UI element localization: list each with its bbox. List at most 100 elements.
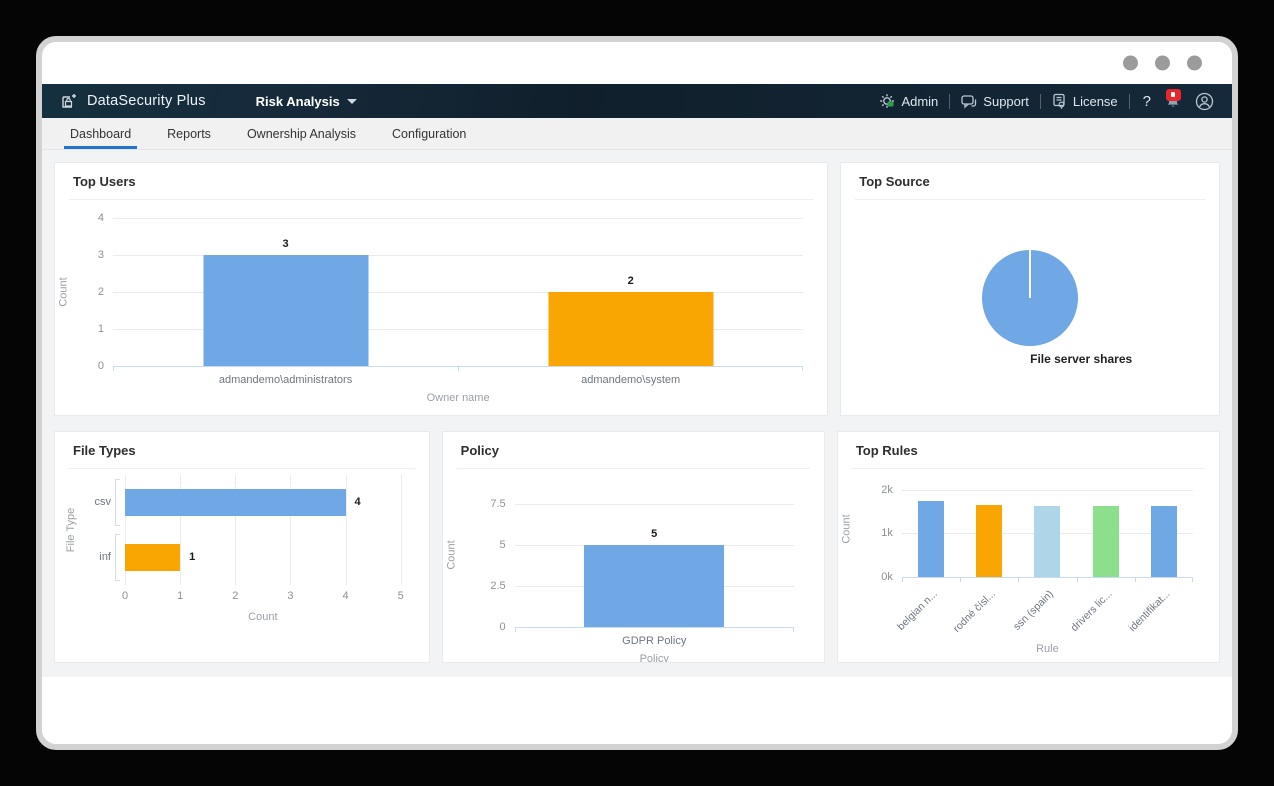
tab-dashboard[interactable]: Dashboard [64, 118, 138, 149]
y-axis-title: Count [57, 277, 70, 307]
gear-icon [880, 94, 895, 108]
category-text: ssn (spain) [1011, 588, 1056, 633]
bar[interactable] [203, 255, 369, 366]
window-control-dot[interactable] [1123, 55, 1138, 71]
bar[interactable] [976, 505, 1003, 577]
x-tick-label: 5 [397, 590, 404, 602]
bar[interactable] [917, 500, 944, 577]
gridline [113, 218, 804, 219]
category-row: belgian n... rodné čísl... ssn (spain) driv… [895, 585, 1193, 637]
category-row: GDPR Policy [515, 635, 794, 647]
datasecurity-logo-icon [62, 93, 76, 108]
axis-tick [1192, 577, 1193, 582]
gridline [180, 475, 182, 585]
x-axis-title: Owner name [426, 392, 490, 404]
plot-area: 0k 1k 2k [881, 475, 1193, 583]
gridline [345, 475, 347, 585]
app-window: DataSecurity Plus Risk Analysis Admin [36, 36, 1238, 750]
bar-cell [1077, 481, 1135, 577]
x-tick-label: 3 [287, 590, 294, 602]
axis-tick [113, 366, 114, 371]
category-label: identifikat... [1126, 585, 1193, 637]
divider [1128, 93, 1130, 109]
y-axis-title: File Type [65, 507, 78, 553]
bar-cell: 2 [458, 218, 803, 366]
dashboard-grid: Top Users 0 1 2 3 4 3 2 admandemo\administrator… [42, 150, 1232, 677]
y-axis-title: Count [445, 540, 458, 570]
category-label: ssn (spain) [1011, 585, 1076, 637]
card-title: Top Rules [851, 432, 1205, 469]
axis-tick [1134, 577, 1136, 582]
brand-name: DataSecurity Plus [87, 93, 206, 109]
notifications-button[interactable] [1164, 89, 1184, 111]
y-axis-bracket [115, 479, 120, 526]
y-tick-label: 2k [881, 483, 893, 496]
plot-area: 0 2.5 5 7.5 5 [490, 475, 794, 633]
gridline [113, 292, 804, 293]
gridline [290, 475, 292, 585]
license-label: License [1072, 93, 1118, 109]
help-button[interactable]: ? [1142, 92, 1151, 110]
gridline [514, 503, 794, 505]
category-text: admandemo\system [581, 374, 681, 386]
window-titlebar [42, 42, 1232, 84]
bar[interactable] [1150, 505, 1177, 577]
x-axis-title: Count [248, 611, 278, 623]
bar-value-label: 3 [282, 238, 289, 250]
axis-tick [802, 366, 804, 371]
y-tick-label: 2.5 [490, 579, 506, 592]
gridline [113, 255, 804, 256]
y-tick-label: 1 [97, 323, 104, 335]
gridline [901, 489, 1193, 491]
bar[interactable] [1092, 506, 1119, 577]
x-tick-label: 2 [232, 590, 239, 602]
chat-icon [961, 94, 977, 108]
card-file-types: File Types 4 csv 1 inf 0 1 2 3 4 5 Count File Type [54, 431, 430, 663]
axis-tick [458, 366, 460, 371]
x-axis-line [514, 627, 794, 628]
support-menu[interactable]: Support [961, 94, 1029, 109]
user-avatar-icon[interactable] [1195, 92, 1214, 111]
bar-value-label: 4 [354, 495, 361, 508]
gridline [125, 475, 126, 585]
card-top-rules: Top Rules 0k 1k 2k belgian n... rodné čísl..… [836, 431, 1220, 663]
bar[interactable] [584, 544, 725, 627]
pie-slice-file-server-shares[interactable] [982, 250, 1079, 346]
category-text: admandemo\administrators [218, 374, 353, 386]
app-header: DataSecurity Plus Risk Analysis Admin [42, 84, 1232, 118]
y-tick-label: 4 [97, 212, 104, 224]
tab-ownership-analysis[interactable]: Ownership Analysis [246, 126, 357, 141]
category-label: drivers lic... [1068, 585, 1135, 637]
license-menu[interactable]: License [1052, 93, 1118, 109]
category-label: admandemo\administrators [113, 374, 458, 386]
divider [1039, 93, 1041, 109]
window-controls [1123, 55, 1202, 71]
bar[interactable] [548, 292, 714, 366]
pie-slice-label: File server shares [1030, 352, 1133, 366]
category-text: belgian n... [894, 588, 940, 633]
bar[interactable] [125, 544, 181, 571]
x-axis-line [901, 577, 1193, 578]
gridline [113, 329, 804, 330]
bar-value-label: 2 [627, 275, 634, 287]
bar[interactable] [1034, 506, 1061, 577]
y-tick-label: 3 [97, 249, 104, 261]
admin-menu[interactable]: Admin [879, 93, 938, 109]
bar[interactable] [125, 489, 346, 516]
window-control-dot[interactable] [1155, 55, 1170, 71]
category-label: belgian n... [895, 585, 960, 637]
card-policy: Policy 0 2.5 5 7.5 5 GDPR Policy Policy Count [441, 431, 825, 663]
tab-configuration[interactable]: Configuration [392, 126, 467, 141]
tab-bar: Dashboard Reports Ownership Analysis Con… [42, 118, 1232, 150]
bar-cell [1135, 481, 1193, 577]
support-label: Support [983, 93, 1029, 109]
module-switcher[interactable]: Risk Analysis [256, 94, 357, 109]
tab-reports[interactable]: Reports [167, 126, 211, 141]
axis-tick [792, 627, 794, 632]
divider [949, 93, 951, 109]
category-text: GDPR Policy [622, 635, 687, 647]
bar-cell: 3 [113, 218, 458, 366]
window-control-dot[interactable] [1187, 55, 1202, 71]
